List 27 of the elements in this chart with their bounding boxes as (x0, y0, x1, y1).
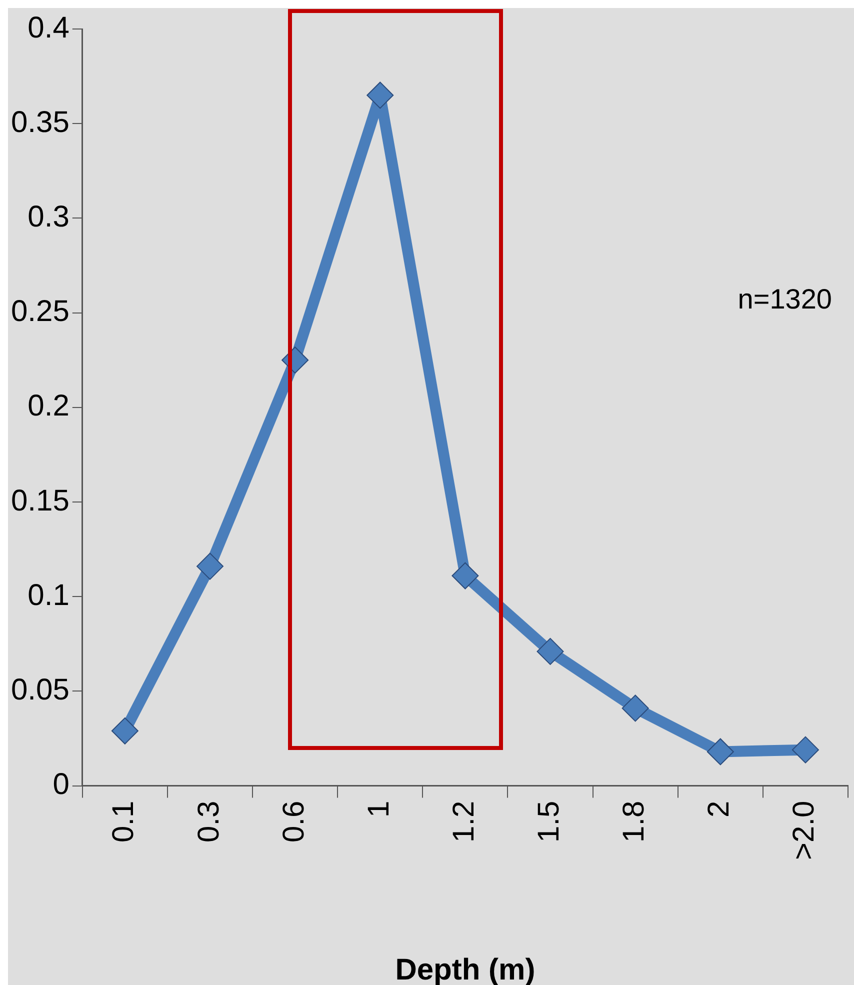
point (536, 638, 564, 665)
x-tick-label: 0.3 (192, 800, 226, 842)
x-tick-label: 0.6 (277, 800, 310, 842)
point (366, 82, 394, 109)
x-tick-label: 0.1 (107, 800, 140, 842)
y-tick-label: 0.25 (11, 295, 70, 328)
x-tick-label: 2 (702, 800, 736, 818)
y-tick-label: 0.05 (11, 673, 70, 706)
point (196, 552, 224, 580)
y-tick-label: 0.1 (28, 578, 70, 612)
y-tick-label: 0.35 (11, 106, 70, 139)
y-tick-label: 0.15 (11, 484, 70, 518)
y-tick-label: 0 (52, 768, 70, 802)
point (452, 562, 479, 590)
point (111, 717, 138, 744)
point (792, 736, 819, 764)
y-tick-label: 0.4 (28, 11, 70, 44)
point (706, 738, 734, 766)
x-tick-label: 1.2 (447, 800, 480, 842)
x-tick-label: >2.0 (788, 800, 821, 860)
y-tick-label: 0.3 (28, 200, 70, 234)
point (622, 694, 649, 722)
x-tick-label: 1.5 (532, 800, 566, 842)
annotation: n=1320 (738, 284, 832, 315)
y-tick-label: 0.2 (28, 390, 70, 423)
x-tick-label: 1 (362, 800, 396, 818)
x-tick-label: 1.8 (618, 800, 651, 842)
